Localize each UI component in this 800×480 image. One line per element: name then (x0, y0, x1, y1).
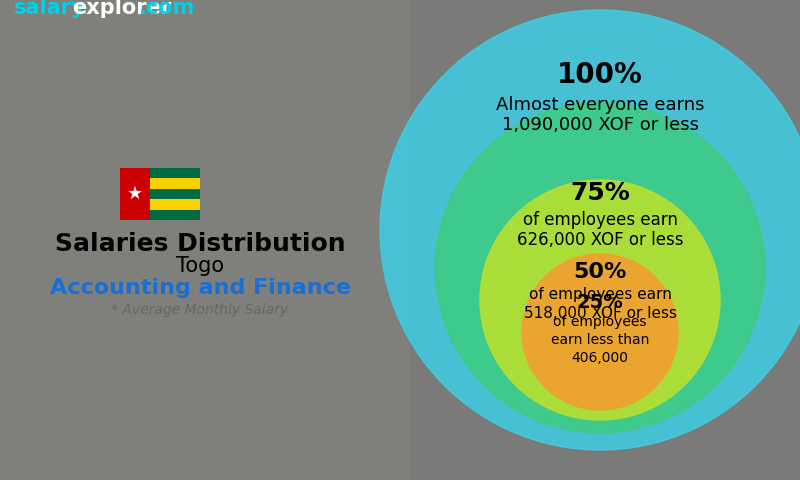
Text: of employees earn: of employees earn (522, 211, 678, 229)
Bar (0, 0, 410, 480)
Text: 406,000: 406,000 (571, 351, 629, 365)
Text: ★: ★ (127, 185, 143, 203)
Text: 25%: 25% (577, 292, 623, 312)
Text: earn less than: earn less than (551, 333, 649, 347)
Circle shape (380, 10, 800, 450)
Text: salary: salary (14, 0, 86, 18)
Text: 50%: 50% (574, 262, 626, 282)
Circle shape (435, 103, 765, 433)
Text: 75%: 75% (570, 181, 630, 205)
Text: Salaries Distribution: Salaries Distribution (54, 232, 346, 256)
Bar (120, 168, 150, 220)
Text: .com: .com (139, 0, 195, 18)
Circle shape (480, 180, 720, 420)
Text: 100%: 100% (557, 61, 643, 89)
Text: * Average Monthly Salary: * Average Monthly Salary (111, 303, 289, 317)
Text: of employees earn: of employees earn (529, 287, 671, 301)
Text: Togo: Togo (176, 256, 224, 276)
Text: Accounting and Finance: Accounting and Finance (50, 278, 350, 298)
Text: Almost everyone earns: Almost everyone earns (496, 96, 704, 114)
Text: 626,000 XOF or less: 626,000 XOF or less (517, 231, 683, 249)
Text: 518,000 XOF or less: 518,000 XOF or less (523, 307, 677, 322)
Text: of employees: of employees (554, 315, 646, 329)
Text: explorer: explorer (72, 0, 171, 18)
Circle shape (522, 254, 678, 410)
Bar (150, 179, 200, 189)
Bar (150, 189, 200, 199)
Bar (150, 199, 200, 210)
Bar (150, 168, 200, 179)
Text: 1,090,000 XOF or less: 1,090,000 XOF or less (502, 116, 698, 134)
Bar (150, 210, 200, 220)
